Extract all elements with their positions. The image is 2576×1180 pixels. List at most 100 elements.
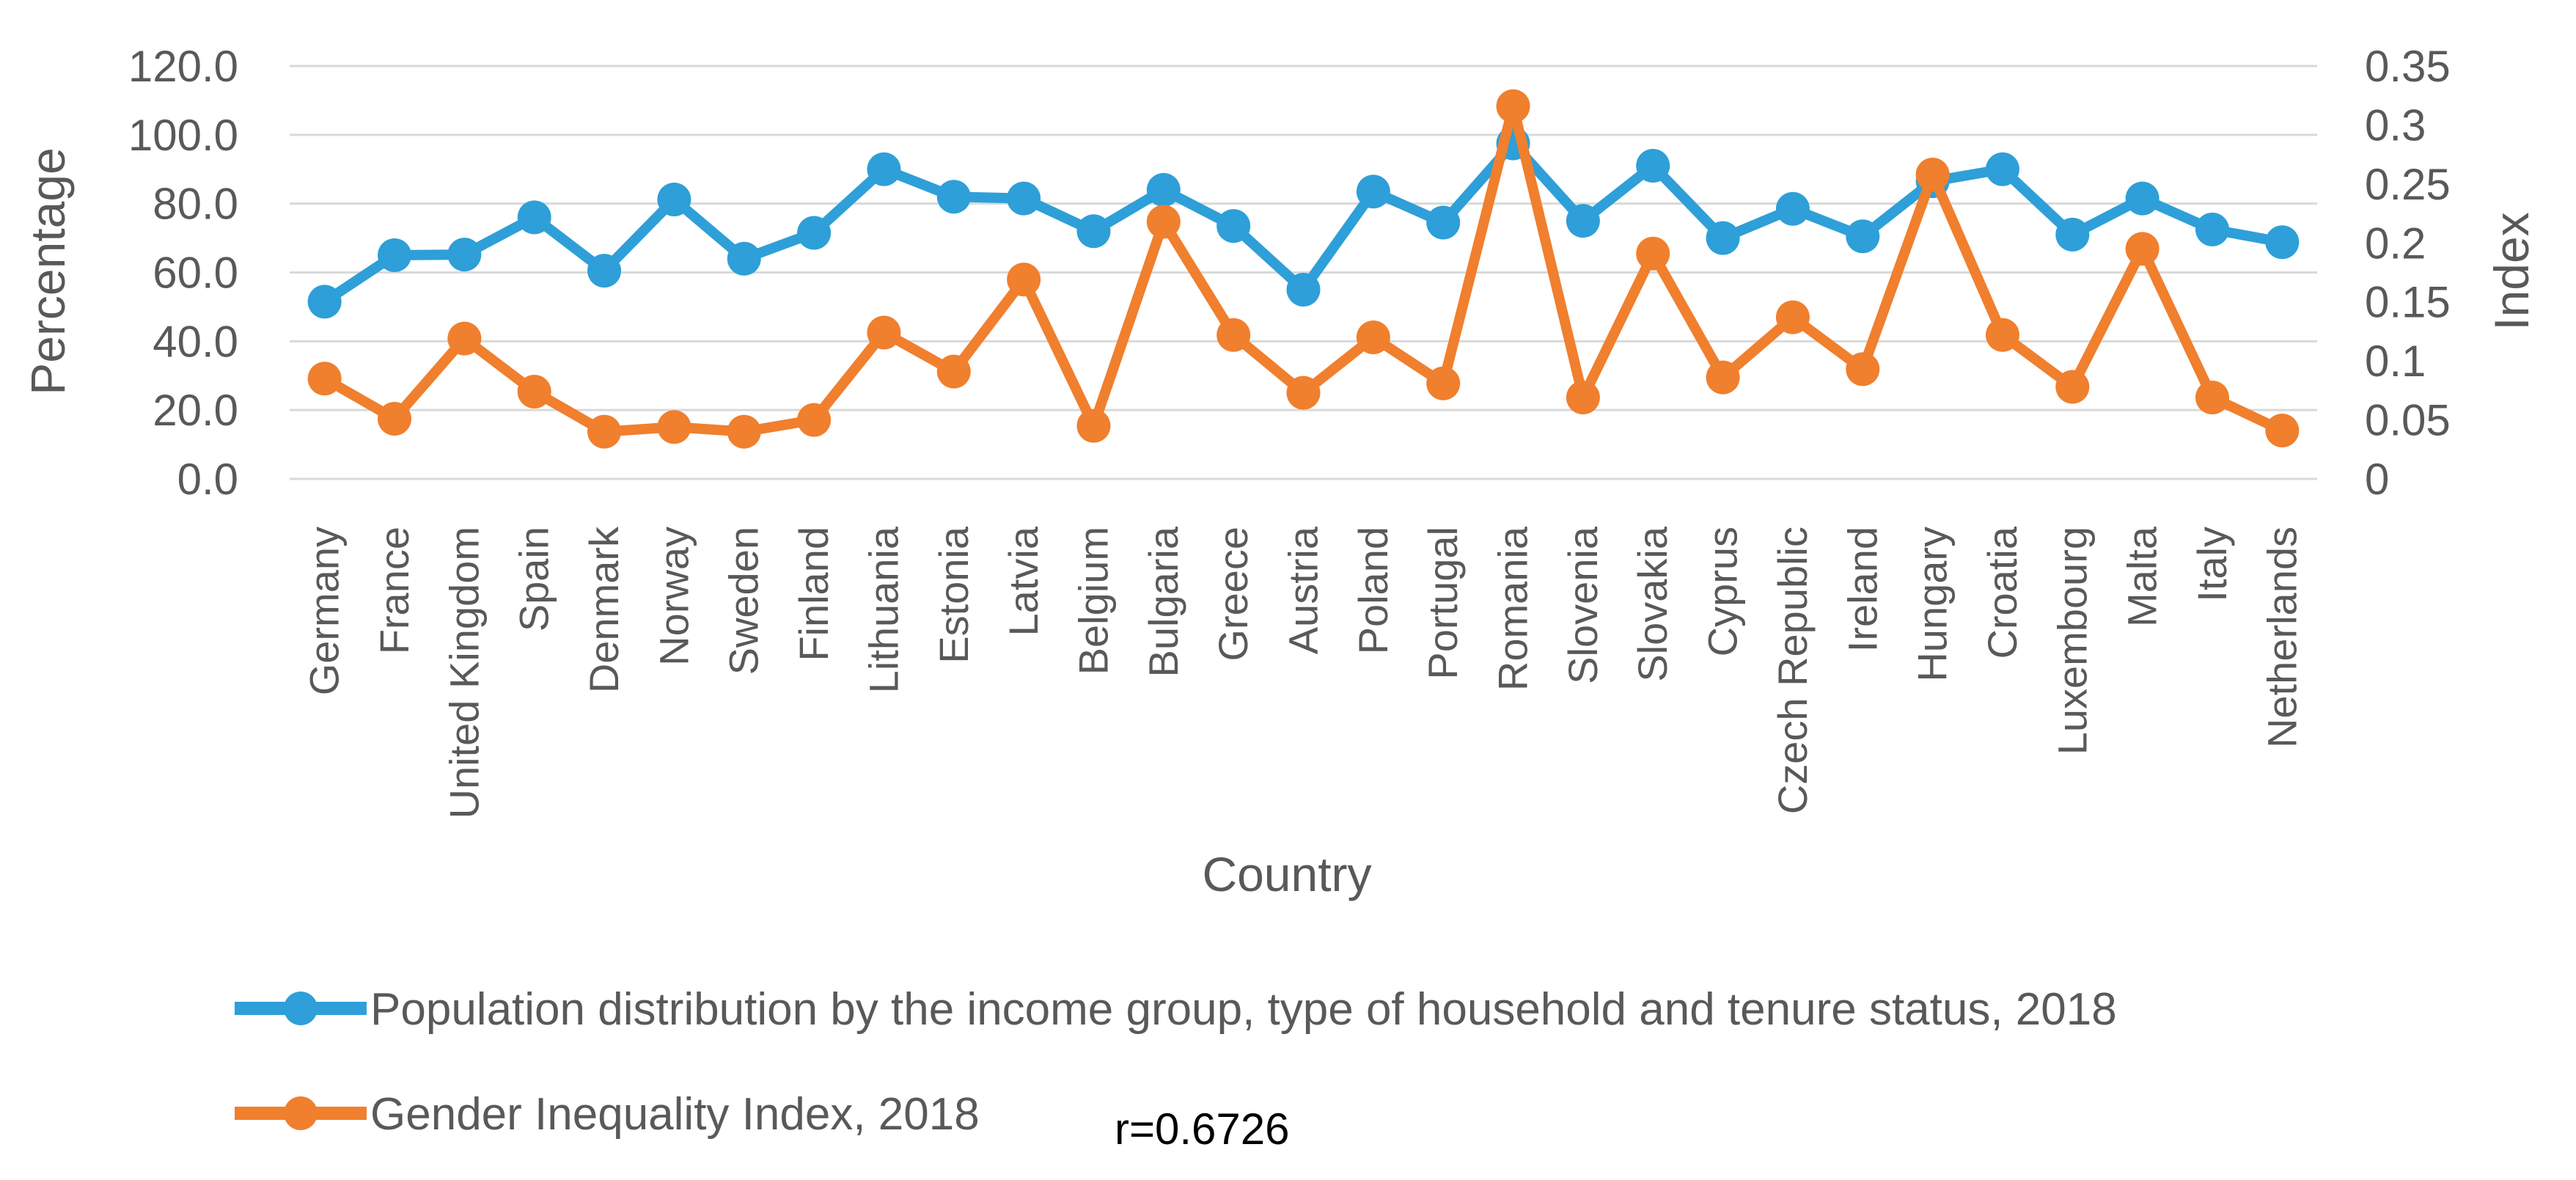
data-point xyxy=(1426,205,1461,240)
y2-tick-label: 0.3 xyxy=(2365,100,2426,150)
y-tick-label: 100.0 xyxy=(128,111,238,160)
data-point xyxy=(1706,221,1740,255)
data-point xyxy=(727,241,761,276)
data-point xyxy=(378,401,412,436)
data-point xyxy=(2265,414,2300,448)
x-tick-label: Austria xyxy=(1280,526,1326,654)
data-point xyxy=(1775,191,1810,226)
data-point xyxy=(867,315,901,350)
x-tick-label: Belgium xyxy=(1070,527,1116,675)
y2-axis-title: Index xyxy=(2484,212,2539,330)
data-point xyxy=(517,374,551,408)
x-tick-label: Romania xyxy=(1490,526,1536,691)
data-point xyxy=(1286,272,1321,307)
x-tick-label: Finland xyxy=(790,527,837,662)
data-point xyxy=(657,410,691,444)
y2-tick-label: 0.15 xyxy=(2365,278,2451,327)
x-tick-label: Netherlands xyxy=(2258,527,2305,748)
data-point xyxy=(1636,236,1670,271)
x-tick-label: Croatia xyxy=(1979,526,2025,659)
x-tick-label: Sweden xyxy=(721,527,767,675)
x-tick-label: Denmark xyxy=(581,526,627,693)
data-point xyxy=(867,152,901,186)
data-point xyxy=(2195,212,2229,246)
data-point xyxy=(378,238,412,273)
y-tick-label: 60.0 xyxy=(153,249,238,298)
y-tick-label: 80.0 xyxy=(153,180,238,229)
data-point xyxy=(517,200,551,235)
data-point xyxy=(1775,300,1810,334)
data-point xyxy=(727,414,761,449)
y-tick-label: 120.0 xyxy=(128,42,238,91)
data-point xyxy=(936,354,971,389)
gridlines xyxy=(290,65,2317,480)
x-tick-label: Latvia xyxy=(1000,526,1046,636)
y2-tick-label: 0.25 xyxy=(2365,160,2451,209)
y2-tick-label: 0.2 xyxy=(2365,219,2426,268)
series-gender-inequality xyxy=(307,89,2300,449)
data-point xyxy=(1217,318,1251,352)
data-point xyxy=(1146,172,1181,207)
x-tick-label: Czech Republic xyxy=(1769,527,1816,814)
x-axis-title: Country xyxy=(1202,847,1371,901)
data-point xyxy=(1846,219,1880,254)
x-tick-label: Lithuania xyxy=(860,526,906,693)
data-point xyxy=(2055,370,2090,404)
series-population xyxy=(307,126,2300,319)
series-layer xyxy=(307,89,2300,449)
data-point xyxy=(307,285,342,319)
data-point xyxy=(1076,408,1111,443)
data-point xyxy=(1985,318,2019,352)
y2-tick-label: 0.35 xyxy=(2365,42,2451,91)
y2-tick-label: 0.1 xyxy=(2365,337,2426,386)
x-tick-label: Malta xyxy=(2119,526,2165,627)
legend: Population distribution by the income gr… xyxy=(235,984,2117,1140)
data-point xyxy=(1356,175,1390,209)
data-point xyxy=(587,254,622,288)
category-labels: Germany France United Kingdom Spain Denmark N… xyxy=(301,526,2305,818)
data-point xyxy=(2125,232,2159,266)
y2-tick-label: 0 xyxy=(2365,455,2389,504)
data-point xyxy=(1985,152,2019,186)
data-point xyxy=(447,321,482,356)
y2-tick-label: 0.05 xyxy=(2365,396,2451,445)
data-point xyxy=(1496,89,1530,123)
data-point xyxy=(797,403,832,437)
left-axis: 0.0 20.0 40.0 60.0 80.0 100.0 120.0 xyxy=(128,42,238,504)
right-axis: 0 0.05 0.1 0.15 0.2 0.25 0.3 0.35 xyxy=(2365,42,2451,504)
data-point xyxy=(1426,366,1461,400)
legend-label-gender-inequality: Gender Inequality Index, 2018 xyxy=(370,1089,980,1140)
legend-item-gender-inequality: Gender Inequality Index, 2018 xyxy=(235,1089,980,1140)
data-point xyxy=(936,180,971,214)
data-point xyxy=(1217,209,1251,243)
data-point xyxy=(2265,225,2300,260)
x-tick-label: Estonia xyxy=(931,526,977,664)
x-tick-label: Poland xyxy=(1350,527,1396,654)
x-tick-label: Ireland xyxy=(1839,527,1885,652)
y-tick-label: 20.0 xyxy=(153,386,238,435)
x-tick-label: Germany xyxy=(301,527,348,695)
data-point xyxy=(1706,360,1740,395)
legend-marker-gender-inequality xyxy=(284,1096,318,1130)
x-tick-label: Slovakia xyxy=(1629,526,1676,682)
data-point xyxy=(1286,375,1321,410)
data-point xyxy=(1846,352,1880,386)
data-point xyxy=(447,238,482,272)
x-tick-label: Luxembourg xyxy=(2049,527,2095,755)
data-point xyxy=(587,414,622,449)
x-tick-label: United Kingdom xyxy=(441,527,487,818)
legend-marker-population xyxy=(284,992,318,1025)
data-point xyxy=(2125,181,2159,216)
x-tick-label: Bulgaria xyxy=(1140,526,1186,677)
data-point xyxy=(1566,381,1600,415)
data-point xyxy=(1007,263,1041,297)
data-point xyxy=(307,362,342,396)
correlation-annotation: r=0.6726 xyxy=(1115,1104,1290,1154)
x-tick-label: Italy xyxy=(2189,527,2235,602)
legend-item-population: Population distribution by the income gr… xyxy=(235,984,2117,1035)
data-point xyxy=(1636,149,1670,183)
x-tick-label: Portugal xyxy=(1420,527,1466,680)
x-tick-label: Cyprus xyxy=(1700,527,1746,656)
x-tick-label: France xyxy=(371,527,417,654)
